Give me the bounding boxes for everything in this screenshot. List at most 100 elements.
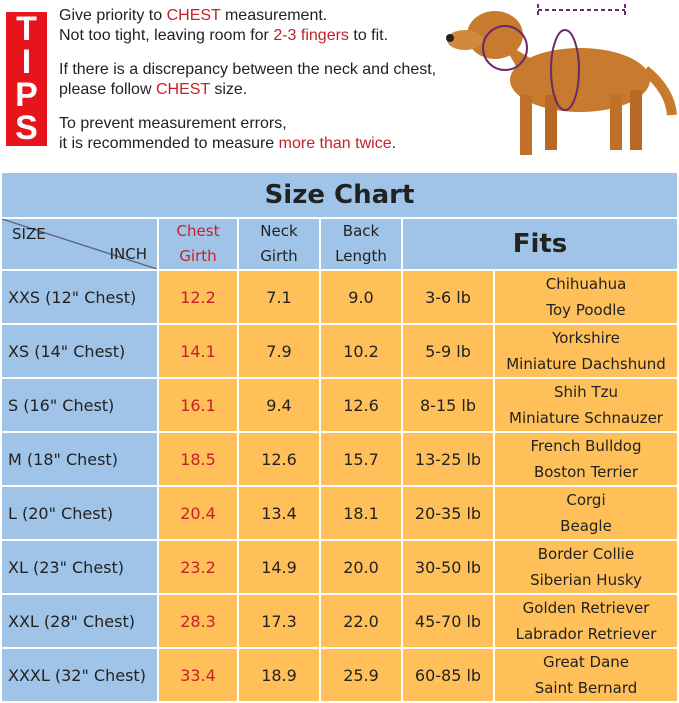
size-cell: L (20" Chest)	[0, 485, 159, 541]
table-row: XS (14" Chest) 14.1 7.9 10.2 5-9 lb York…	[0, 323, 679, 379]
back-length-header: Back Length	[319, 217, 403, 271]
size-cell: XS (14" Chest)	[0, 323, 159, 379]
text: Not too tight, leaving room for	[59, 27, 274, 44]
table-row: S (16" Chest) 16.1 9.4 12.6 8-15 lb Shih…	[0, 377, 679, 433]
neck-girth-cell: 12.6	[237, 431, 321, 487]
chest-girth-cell: 16.1	[157, 377, 239, 433]
header-line: Girth	[260, 247, 298, 265]
breed: Labrador Retriever	[515, 625, 657, 643]
weight-cell: 8-15 lb	[401, 377, 495, 433]
breed: Corgi	[566, 491, 606, 509]
size-chart-title: Size Chart	[0, 171, 679, 219]
back-length-cell: 10.2	[319, 323, 403, 379]
breeds-cell: Great Dane Saint Bernard	[493, 647, 679, 703]
weight-cell: 5-9 lb	[401, 323, 495, 379]
chest-girth-cell: 20.4	[157, 485, 239, 541]
breed: Chihuahua	[545, 275, 627, 293]
chest-girth-header: Chest Girth	[157, 217, 239, 271]
back-length-cell: 20.0	[319, 539, 403, 595]
highlight: CHEST	[166, 7, 221, 24]
breeds-cell: Chihuahua Toy Poodle	[493, 269, 679, 325]
neck-girth-cell: 14.9	[237, 539, 321, 595]
size-cell: S (16" Chest)	[0, 377, 159, 433]
chest-girth-cell: 18.5	[157, 431, 239, 487]
neck-girth-header: Neck Girth	[237, 217, 321, 271]
tips-letter: I	[21, 43, 32, 81]
tips-letter: T	[16, 10, 37, 48]
header-line: Back	[342, 222, 380, 240]
size-label: SIZE	[12, 225, 46, 243]
breed: Beagle	[560, 517, 612, 535]
highlight: 2-3 fingers	[273, 27, 349, 44]
breed: Toy Poodle	[546, 301, 626, 319]
breed: Siberian Husky	[530, 571, 642, 589]
neck-girth-cell: 18.9	[237, 647, 321, 703]
table-row: XXL (28" Chest) 28.3 17.3 22.0 45-70 lb …	[0, 593, 679, 649]
highlight: more than twice	[278, 135, 392, 152]
table-row: XL (23" Chest) 23.2 14.9 20.0 30-50 lb B…	[0, 539, 679, 595]
neck-girth-cell: 17.3	[237, 593, 321, 649]
breed: Saint Bernard	[534, 679, 638, 697]
back-length-cell: 22.0	[319, 593, 403, 649]
header-line: Girth	[179, 247, 217, 265]
tip-priority: Give priority to CHEST measurement. Not …	[59, 6, 436, 46]
size-inch-header: SIZE INCH	[0, 217, 159, 271]
text: Give priority to	[59, 7, 167, 24]
weight-cell: 20-35 lb	[401, 485, 495, 541]
size-cell: XXS (12" Chest)	[0, 269, 159, 325]
table-row: XXXL (32" Chest) 33.4 18.9 25.9 60-85 lb…	[0, 647, 679, 703]
back-length-cell: 25.9	[319, 647, 403, 703]
weight-cell: 3-6 lb	[401, 269, 495, 325]
dog-measurement-illustration	[446, 4, 677, 155]
tip-measure-twice: To prevent measurement errors, it is rec…	[59, 114, 436, 154]
breed: Miniature Schnauzer	[509, 409, 663, 427]
text: to fit.	[348, 27, 389, 44]
table-row: XXS (12" Chest) 12.2 7.1 9.0 3-6 lb Chih…	[0, 269, 679, 325]
header-line: Chest	[176, 222, 220, 240]
tip-discrepancy: If there is a discrepancy between the ne…	[59, 60, 436, 100]
fits-header: Fits	[401, 217, 679, 271]
breeds-cell: Golden Retriever Labrador Retriever	[493, 593, 679, 649]
back-length-cell: 12.6	[319, 377, 403, 433]
table-row: M (18" Chest) 18.5 12.6 15.7 13-25 lb Fr…	[0, 431, 679, 487]
tips-text: Give priority to CHEST measurement. Not …	[59, 6, 436, 168]
breed: Border Collie	[537, 545, 635, 563]
text: size.	[209, 81, 248, 98]
weight-cell: 30-50 lb	[401, 539, 495, 595]
table-row: L (20" Chest) 20.4 13.4 18.1 20-35 lb Co…	[0, 485, 679, 541]
chest-girth-cell: 14.1	[157, 323, 239, 379]
text: If there is a discrepancy between the ne…	[59, 61, 437, 78]
header-line: Neck	[260, 222, 298, 240]
size-cell: M (18" Chest)	[0, 431, 159, 487]
breeds-cell: Shih Tzu Miniature Schnauzer	[493, 377, 679, 433]
weight-cell: 13-25 lb	[401, 431, 495, 487]
text: it is recommended to measure	[59, 135, 279, 152]
inch-label: INCH	[109, 245, 147, 263]
chest-girth-cell: 12.2	[157, 269, 239, 325]
back-length-cell: 18.1	[319, 485, 403, 541]
neck-girth-cell: 7.9	[237, 323, 321, 379]
text: measurement.	[220, 7, 328, 24]
size-cell: XXL (28" Chest)	[0, 593, 159, 649]
header-line: Length	[335, 247, 387, 265]
chest-girth-cell: 28.3	[157, 593, 239, 649]
neck-girth-cell: 13.4	[237, 485, 321, 541]
text: .	[391, 135, 397, 152]
breed: Miniature Dachshund	[506, 355, 666, 373]
text: please follow	[59, 81, 156, 98]
tips-letter: P	[15, 76, 38, 114]
breeds-cell: Corgi Beagle	[493, 485, 679, 541]
size-cell: XL (23" Chest)	[0, 539, 159, 595]
size-chart-table: Size Chart SIZE INCH Chest Girth Neck Girt…	[0, 171, 679, 703]
weight-cell: 60-85 lb	[401, 647, 495, 703]
chest-girth-cell: 23.2	[157, 539, 239, 595]
weight-cell: 45-70 lb	[401, 593, 495, 649]
breeds-cell: Border Collie Siberian Husky	[493, 539, 679, 595]
back-length-cell: 15.7	[319, 431, 403, 487]
size-cell: XXXL (32" Chest)	[0, 647, 159, 703]
neck-girth-cell: 9.4	[237, 377, 321, 433]
text: To prevent measurement errors,	[59, 115, 287, 132]
breeds-cell: French Bulldog Boston Terrier	[493, 431, 679, 487]
tips-letter: S	[15, 109, 38, 147]
chest-girth-cell: 33.4	[157, 647, 239, 703]
